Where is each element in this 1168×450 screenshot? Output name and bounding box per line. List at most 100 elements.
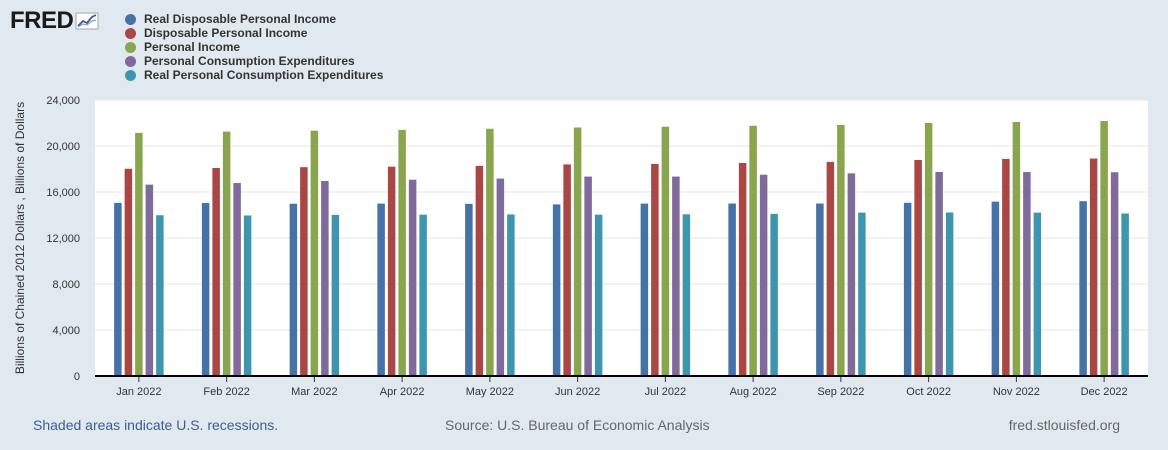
fred-logo-text: FRED	[10, 7, 74, 34]
legend-marker-icon	[125, 27, 136, 39]
bar[interactable]	[1033, 212, 1042, 376]
bar[interactable]	[1012, 121, 1021, 376]
bar[interactable]	[321, 180, 329, 376]
bar[interactable]	[377, 203, 385, 376]
chart-legend: Real Disposable Personal Income Disposab…	[125, 12, 383, 82]
legend-marker-icon	[125, 41, 136, 53]
x-tick-label: Dec 2022	[1081, 386, 1128, 398]
bar[interactable]	[1023, 171, 1031, 376]
bar[interactable]	[212, 167, 220, 376]
bar[interactable]	[672, 176, 680, 376]
fred-logo[interactable]: FRED	[10, 8, 99, 34]
y-axis-title: Billions of Chained 2012 Dollars , Billi…	[13, 102, 27, 374]
bar[interactable]	[1121, 213, 1129, 376]
bar[interactable]	[770, 213, 778, 376]
bar[interactable]	[289, 203, 298, 376]
bar[interactable]	[243, 215, 252, 376]
legend-item-real-disposable-income[interactable]: Real Disposable Personal Income	[125, 12, 383, 26]
bar[interactable]	[475, 165, 484, 376]
y-tick-label: 16,000	[46, 187, 80, 199]
bar[interactable]	[145, 184, 154, 376]
legend-label: Personal Income	[144, 40, 241, 54]
bar[interactable]	[563, 164, 571, 376]
bar[interactable]	[594, 214, 603, 376]
bar[interactable]	[507, 214, 515, 376]
bar[interactable]	[837, 124, 845, 376]
bar[interactable]	[1110, 172, 1119, 376]
x-tick-label: Jul 2022	[645, 386, 687, 398]
y-tick-label: 4,000	[52, 325, 80, 337]
bar[interactable]	[387, 166, 396, 376]
bar[interactable]	[201, 203, 210, 376]
bar[interactable]	[398, 129, 406, 376]
bar[interactable]	[1002, 158, 1010, 376]
bar[interactable]	[816, 203, 824, 377]
legend-item-real-personal-consumption[interactable]: Real Personal Consumption Expenditures	[125, 68, 383, 82]
x-tick-label: Aug 2022	[730, 386, 777, 398]
bar[interactable]	[1079, 201, 1087, 376]
x-tick-label: May 2022	[466, 386, 514, 398]
bar[interactable]	[222, 131, 231, 376]
bar[interactable]	[300, 167, 308, 376]
bar[interactable]	[233, 183, 241, 376]
line-chart-icon	[75, 12, 99, 30]
legend-item-personal-income[interactable]: Personal Income	[125, 40, 383, 54]
bar[interactable]	[124, 168, 133, 376]
bar[interactable]	[935, 171, 943, 376]
y-tick-label: 20,000	[46, 141, 80, 153]
bar[interactable]	[584, 176, 592, 376]
recessions-note-link[interactable]: Shaded areas indicate U.S. recessions.	[33, 417, 279, 433]
x-tick-label: Oct 2022	[906, 386, 951, 398]
legend-marker-icon	[125, 69, 136, 81]
bar[interactable]	[156, 215, 164, 376]
bar[interactable]	[331, 214, 340, 376]
bar[interactable]	[1100, 121, 1108, 376]
bar[interactable]	[114, 202, 122, 376]
bar[interactable]	[914, 160, 922, 376]
bar[interactable]	[945, 212, 954, 376]
bar[interactable]	[858, 212, 866, 376]
legend-label: Real Disposable Personal Income	[144, 12, 337, 26]
bar[interactable]	[924, 123, 933, 376]
bar[interactable]	[552, 204, 561, 376]
bar[interactable]	[759, 174, 768, 376]
legend-item-personal-consumption[interactable]: Personal Consumption Expenditures	[125, 54, 383, 68]
bar[interactable]	[465, 203, 473, 376]
bar[interactable]	[903, 202, 912, 376]
bar[interactable]	[728, 203, 736, 377]
site-link[interactable]: fred.stlouisfed.org	[1008, 417, 1120, 433]
bar[interactable]	[310, 130, 319, 376]
bar[interactable]	[408, 179, 417, 376]
bar[interactable]	[419, 214, 427, 376]
bar[interactable]	[847, 173, 856, 376]
legend-label: Disposable Personal Income	[144, 26, 308, 40]
legend-marker-icon	[125, 55, 136, 67]
bar[interactable]	[651, 163, 659, 376]
bar[interactable]	[496, 178, 505, 376]
bar[interactable]	[826, 161, 835, 376]
legend-label: Personal Consumption Expenditures	[144, 54, 355, 68]
legend-item-disposable-income[interactable]: Disposable Personal Income	[125, 26, 383, 40]
bar[interactable]	[573, 127, 582, 376]
x-tick-label: Mar 2022	[291, 386, 337, 398]
legend-label: Real Personal Consumption Expenditures	[144, 68, 384, 82]
y-tick-label: 12,000	[46, 233, 80, 245]
bar[interactable]	[1089, 158, 1098, 376]
y-tick-label: 0	[74, 371, 80, 383]
bar[interactable]	[135, 132, 143, 376]
bar[interactable]	[661, 126, 670, 377]
bar-chart: 0 4,000 8,000 12,000 16,000 20,000 24,000 Billi…	[13, 95, 1148, 398]
bar[interactable]	[991, 201, 1000, 376]
x-tick-label: Apr 2022	[380, 386, 425, 398]
bar[interactable]	[486, 128, 494, 376]
bar[interactable]	[640, 203, 649, 376]
y-tick-label: 24,000	[46, 95, 80, 107]
source-text: Source: U.S. Bureau of Economic Analysis	[445, 417, 710, 433]
x-tick-label: Nov 2022	[993, 386, 1040, 398]
bar[interactable]	[749, 125, 757, 376]
x-tick-label: Sep 2022	[817, 386, 864, 398]
y-tick-label: 8,000	[52, 279, 80, 291]
bar[interactable]	[682, 214, 691, 376]
x-tick-label: Jun 2022	[555, 386, 600, 398]
bar[interactable]	[738, 163, 747, 376]
